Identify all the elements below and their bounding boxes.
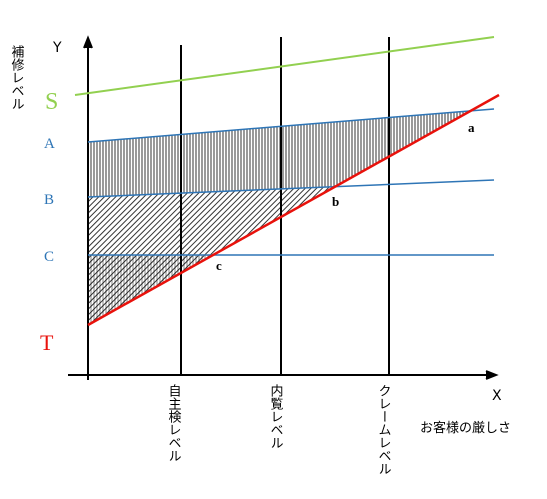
- line-a: [87, 108, 495, 143]
- axes: [68, 35, 499, 380]
- line-s: [74, 36, 495, 96]
- line-t: [87, 93, 500, 327]
- line-label: T: [40, 330, 54, 355]
- point-label: c: [216, 258, 222, 273]
- line-b: [87, 179, 495, 198]
- level-label: 自主検レベル: [166, 384, 182, 462]
- point-label: a: [468, 120, 475, 135]
- line-label: A: [44, 136, 55, 152]
- line-label: S: [45, 89, 58, 115]
- y-axis-title: 補修レベル: [9, 45, 25, 110]
- line-label: B: [44, 192, 54, 208]
- y-axis-label: Y: [52, 40, 62, 56]
- line-label: C: [44, 249, 54, 265]
- level-label: クレームレベル: [376, 384, 392, 475]
- x-axis-title: お客様の厳しさ: [420, 420, 511, 436]
- level-label: 内覧レベル: [268, 383, 284, 449]
- point-label: b: [332, 194, 339, 209]
- x-axis-label: X: [492, 388, 502, 404]
